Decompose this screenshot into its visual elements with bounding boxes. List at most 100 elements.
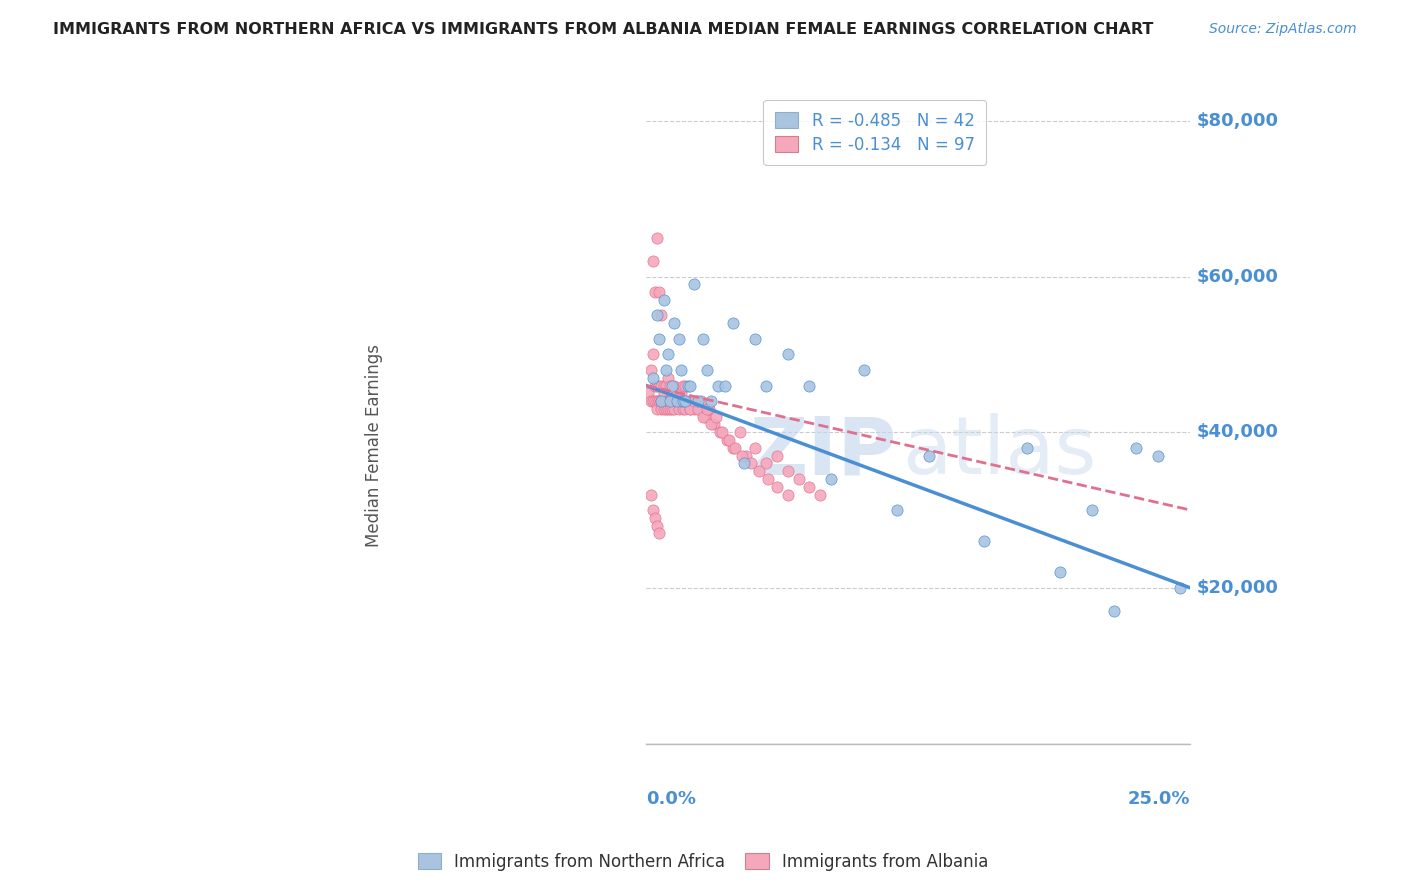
Point bbox=[1049, 566, 1071, 580]
Point bbox=[640, 487, 662, 501]
Point bbox=[669, 363, 692, 377]
Point bbox=[973, 534, 995, 549]
Point bbox=[681, 394, 703, 409]
Point bbox=[659, 378, 682, 392]
Point bbox=[704, 409, 727, 424]
Point bbox=[673, 378, 696, 392]
Point bbox=[652, 386, 675, 401]
Point bbox=[659, 394, 682, 409]
Point bbox=[673, 401, 696, 416]
Point bbox=[648, 332, 671, 346]
Point bbox=[641, 254, 664, 268]
Point bbox=[696, 363, 718, 377]
Point bbox=[655, 363, 678, 377]
Point bbox=[655, 401, 678, 416]
Text: Median Female Earnings: Median Female Earnings bbox=[366, 344, 382, 548]
Point bbox=[664, 394, 686, 409]
Point bbox=[637, 386, 659, 401]
Point bbox=[641, 347, 664, 361]
Point bbox=[765, 449, 787, 463]
Point bbox=[1146, 449, 1168, 463]
Point bbox=[648, 378, 671, 392]
Point bbox=[724, 441, 747, 455]
Point bbox=[661, 401, 683, 416]
Point bbox=[669, 386, 692, 401]
Point bbox=[683, 394, 706, 409]
Point bbox=[918, 449, 941, 463]
Point bbox=[744, 332, 766, 346]
Point bbox=[668, 332, 690, 346]
Point bbox=[645, 518, 668, 533]
Point bbox=[640, 394, 662, 409]
Point bbox=[641, 370, 664, 384]
Point bbox=[755, 456, 778, 470]
Text: $40,000: $40,000 bbox=[1197, 423, 1279, 442]
Point bbox=[650, 378, 672, 392]
Text: $80,000: $80,000 bbox=[1197, 112, 1279, 130]
Point bbox=[673, 394, 696, 409]
Point bbox=[652, 378, 675, 392]
Point bbox=[676, 394, 699, 409]
Point bbox=[644, 378, 666, 392]
Point bbox=[683, 401, 706, 416]
Text: ZIP: ZIP bbox=[749, 414, 897, 491]
Point bbox=[659, 394, 682, 409]
Point bbox=[645, 378, 668, 392]
Point bbox=[665, 394, 688, 409]
Point bbox=[683, 277, 706, 292]
Point bbox=[650, 394, 672, 409]
Point bbox=[652, 394, 675, 409]
Point bbox=[672, 401, 695, 416]
Point bbox=[659, 401, 682, 416]
Point bbox=[661, 394, 683, 409]
Point bbox=[711, 425, 734, 440]
Point bbox=[652, 293, 675, 307]
Point bbox=[1125, 441, 1147, 455]
Point bbox=[668, 401, 690, 416]
Point bbox=[696, 401, 718, 416]
Point bbox=[716, 433, 738, 447]
Point bbox=[668, 394, 690, 409]
Point bbox=[755, 378, 778, 392]
Text: 25.0%: 25.0% bbox=[1128, 790, 1191, 808]
Text: $20,000: $20,000 bbox=[1197, 579, 1279, 597]
Point bbox=[799, 378, 821, 392]
Point bbox=[657, 401, 679, 416]
Point bbox=[713, 378, 735, 392]
Point bbox=[689, 394, 711, 409]
Point bbox=[709, 425, 731, 440]
Point bbox=[776, 347, 799, 361]
Point bbox=[787, 472, 810, 486]
Point bbox=[1104, 604, 1126, 618]
Point bbox=[648, 394, 671, 409]
Point bbox=[652, 401, 675, 416]
Point bbox=[657, 394, 679, 409]
Point bbox=[672, 394, 695, 409]
Point bbox=[645, 230, 668, 244]
Point bbox=[688, 394, 710, 409]
Point bbox=[679, 401, 702, 416]
Point bbox=[641, 503, 664, 517]
Point bbox=[650, 394, 672, 409]
Point bbox=[644, 285, 666, 299]
Point bbox=[645, 309, 668, 323]
Point bbox=[644, 511, 666, 525]
Point bbox=[655, 394, 678, 409]
Point bbox=[700, 417, 723, 432]
Point bbox=[661, 378, 683, 392]
Point bbox=[820, 472, 842, 486]
Point bbox=[697, 401, 720, 416]
Point bbox=[1017, 441, 1039, 455]
Point bbox=[650, 394, 672, 409]
Point bbox=[740, 456, 762, 470]
Point bbox=[669, 394, 692, 409]
Point bbox=[669, 394, 692, 409]
Point bbox=[644, 394, 666, 409]
Text: Source: ZipAtlas.com: Source: ZipAtlas.com bbox=[1209, 22, 1357, 37]
Legend: Immigrants from Northern Africa, Immigrants from Albania: Immigrants from Northern Africa, Immigra… bbox=[409, 845, 997, 880]
Point bbox=[664, 401, 686, 416]
Point bbox=[688, 401, 710, 416]
Point bbox=[655, 378, 678, 392]
Point bbox=[645, 394, 668, 409]
Point bbox=[648, 394, 671, 409]
